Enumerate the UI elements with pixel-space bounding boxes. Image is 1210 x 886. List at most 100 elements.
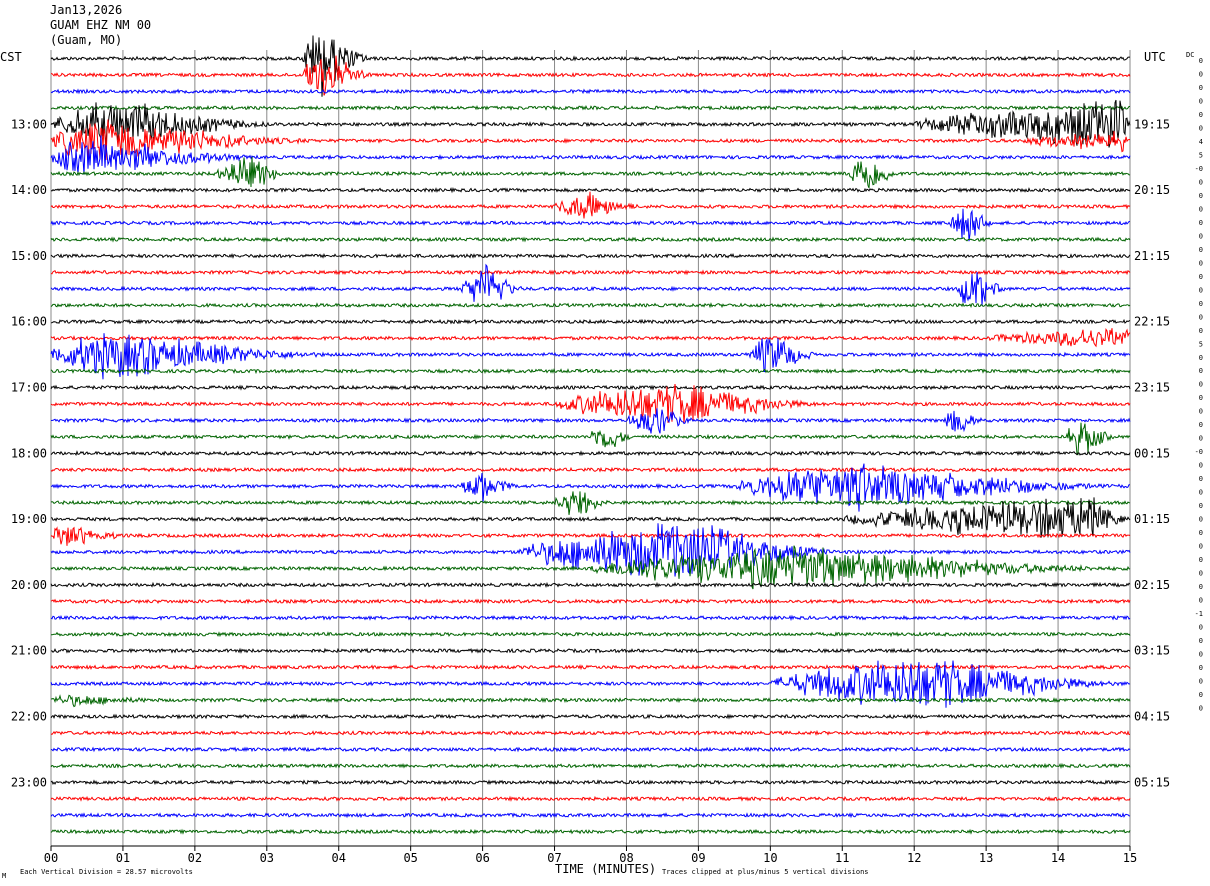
dc-offset-39: 0 (1199, 583, 1203, 591)
x-tick-label-12: 12 (907, 851, 921, 865)
trace-row-15 (50, 302, 1131, 309)
cst-label-9: 22:00 (11, 710, 47, 724)
axes: CST UTC DC TIME (MINUTES) Each Vertical … (0, 50, 1194, 880)
dc-offset-26: 0 (1199, 408, 1203, 416)
trace-row-40 (50, 713, 1131, 720)
cst-label-2: 15:00 (11, 249, 47, 263)
cst-label-4: 17:00 (11, 381, 47, 395)
trace-row-8 (50, 186, 1131, 194)
utc-label-2: 21:15 (1134, 249, 1170, 263)
trace-row-1 (50, 55, 1131, 96)
dc-offset-46: 0 (1199, 677, 1203, 685)
dc-offset-32: 0 (1199, 489, 1203, 497)
dc-offset-18: 0 (1199, 300, 1203, 308)
trace-row-43 (50, 762, 1131, 770)
utc-label-8: 03:15 (1134, 644, 1170, 658)
x-tick-label-02: 02 (188, 851, 202, 865)
utc-label-6: 01:15 (1134, 512, 1170, 526)
trace-row-21 (50, 384, 1131, 423)
station-name: GUAM EHZ NM 00 (50, 18, 152, 32)
trace-row-16 (50, 318, 1131, 325)
dc-offset-44: 0 (1199, 651, 1203, 659)
x-tick-label-09: 09 (691, 851, 705, 865)
trace-row-19 (50, 368, 1131, 375)
x-tick-label-14: 14 (1051, 851, 1065, 865)
utc-time-labels: 19:15 20:15 21:15 22:15 23:15 00:15 01:15 02:15… (1134, 117, 1170, 789)
trace-row-32 (50, 581, 1131, 589)
trace-row-0 (50, 35, 1130, 97)
trace-row-29 (50, 526, 1131, 546)
trace-row-46 (50, 812, 1131, 819)
trace-row-35 (51, 631, 1131, 638)
x-tick-label-00: 00 (44, 851, 58, 865)
dc-offset-31: 0 (1199, 475, 1203, 483)
trace-row-22 (50, 408, 1131, 434)
trace-row-25 (50, 466, 1131, 473)
dc-offset-20: 0 (1199, 327, 1203, 335)
dc-offset-30: 0 (1199, 462, 1203, 470)
trace-row-4 (50, 99, 1131, 148)
cst-time-labels: 13:00 14:00 15:00 16:00 17:00 18:00 19:00 20:00… (11, 117, 47, 789)
dc-offset-24: 0 (1199, 381, 1203, 389)
dc-offset-28: 0 (1199, 435, 1203, 443)
trace-row-36 (51, 647, 1131, 654)
dc-offset-0: 0 (1199, 57, 1203, 65)
trace-row-42 (50, 746, 1131, 753)
trace-row-9 (50, 191, 1131, 219)
dc-offset-labels: 0 0 0 0 0 0 4 5 -0 0 0 0 0 0 0 0 0 0 0 0 0 5 0 0 0 0 0 0 0 -0 0 0 0 0 0 0 0 0… (1195, 57, 1203, 712)
dc-offset-48: 0 (1199, 704, 1203, 712)
left-axis-title: CST (0, 50, 22, 64)
trace-row-6 (50, 135, 1131, 175)
chart-date: Jan13,2026 (50, 3, 123, 17)
dc-offset-34: 0 (1199, 516, 1203, 524)
dc-offset-17: 0 (1199, 286, 1203, 294)
x-tick-label-04: 04 (332, 851, 346, 865)
corner-mark: M (2, 872, 6, 880)
x-tick-label-15: 15 (1123, 851, 1137, 865)
dc-offset-33: 0 (1199, 502, 1203, 510)
utc-label-10: 05:15 (1134, 775, 1170, 789)
x-tick-label-10: 10 (763, 851, 777, 865)
dc-column-title: DC (1186, 51, 1194, 59)
dc-offset-29: -0 (1195, 448, 1203, 456)
clip-note: Traces clipped at plus/minus 5 vertical … (662, 868, 869, 876)
trace-row-7 (50, 156, 1131, 189)
cst-label-0: 13:00 (11, 117, 47, 131)
cst-label-1: 14:00 (11, 183, 47, 197)
dc-offset-14: 0 (1199, 246, 1203, 254)
minute-grid (50, 50, 1131, 851)
dc-offset-42: 0 (1199, 624, 1203, 632)
dc-offset-15: 0 (1199, 259, 1203, 267)
dc-offset-35: 0 (1199, 529, 1203, 537)
dc-offset-8: -0 (1195, 165, 1203, 173)
trace-row-41 (50, 729, 1130, 737)
cst-label-6: 19:00 (11, 512, 47, 526)
dc-offset-4: 0 (1199, 111, 1203, 119)
trace-row-38 (50, 660, 1131, 708)
utc-label-3: 22:15 (1134, 315, 1170, 329)
cst-label-5: 18:00 (11, 446, 47, 460)
x-tick-label-01: 01 (116, 851, 130, 865)
x-tick-labels: 00 01 02 03 04 05 06 07 08 09 10 11 12 13 14 15 (44, 851, 1137, 865)
cst-label-10: 23:00 (11, 775, 47, 789)
dc-offset-47: 0 (1199, 691, 1203, 699)
dc-offset-6: 4 (1199, 138, 1203, 146)
trace-row-44 (50, 779, 1131, 786)
dc-offset-16: 0 (1199, 273, 1203, 281)
trace-row-27 (50, 491, 1131, 515)
dc-offset-36: 0 (1199, 543, 1203, 551)
x-tick-label-05: 05 (403, 851, 417, 865)
utc-label-4: 23:15 (1134, 381, 1170, 395)
x-tick-label-06: 06 (475, 851, 489, 865)
dc-offset-3: 0 (1199, 97, 1203, 105)
trace-row-20 (50, 384, 1131, 391)
x-axis-label: TIME (MINUTES) (555, 862, 656, 876)
dc-offset-43: 0 (1199, 637, 1203, 645)
x-tick-label-11: 11 (835, 851, 849, 865)
dc-offset-22: 0 (1199, 354, 1203, 362)
scale-note: Each Vertical Division = 28.57 microvolt… (20, 868, 193, 876)
x-tick-label-03: 03 (260, 851, 274, 865)
trace-row-12 (50, 252, 1131, 259)
trace-row-2 (50, 88, 1131, 95)
